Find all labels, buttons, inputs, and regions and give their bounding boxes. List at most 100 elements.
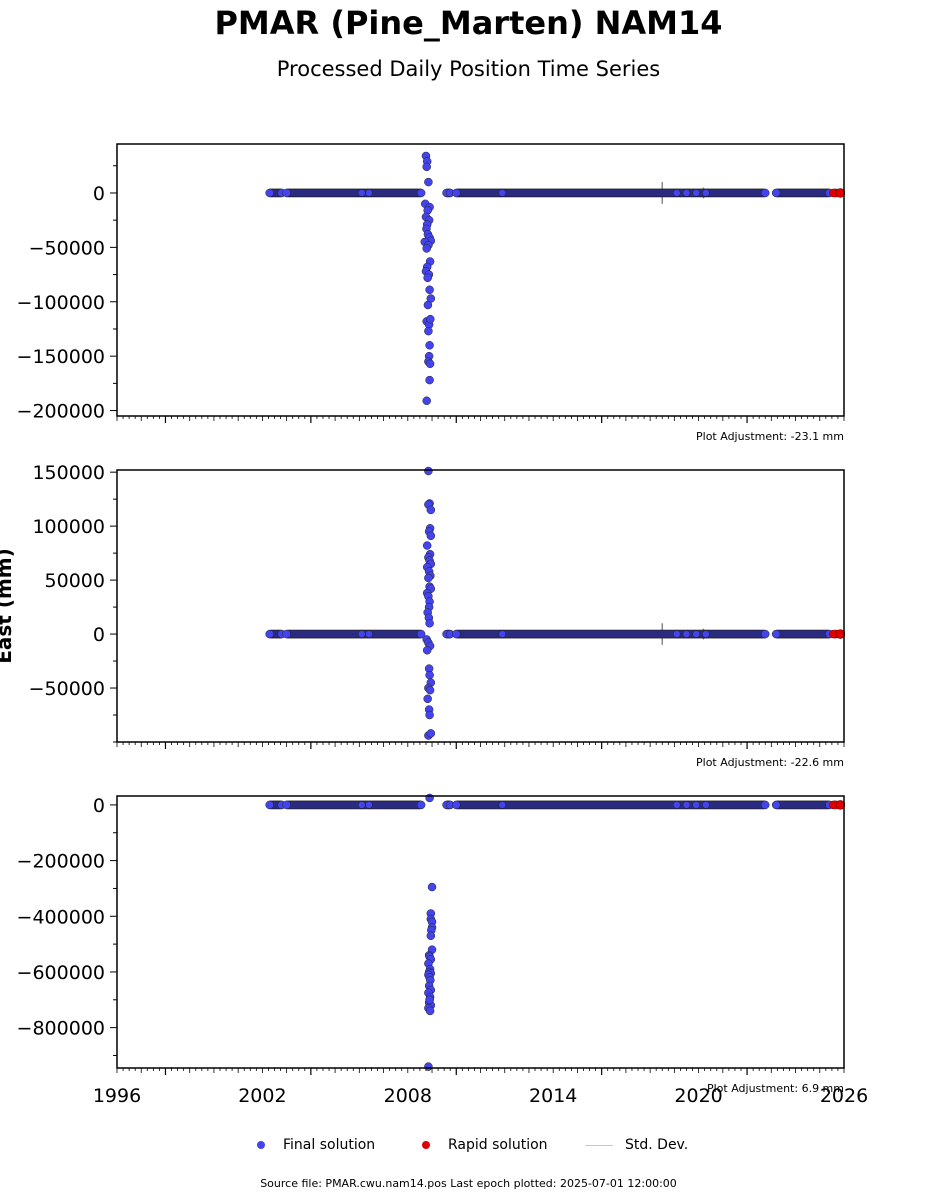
final-solution-point — [498, 630, 507, 638]
std-dev-line-icon — [585, 1144, 613, 1146]
final-solution-point — [426, 505, 436, 515]
y-tick-label: −50000 — [29, 237, 105, 259]
final-solution-point — [365, 630, 373, 638]
y-axis-label: East (mm) — [0, 548, 16, 664]
rapid-solution-point — [835, 800, 846, 810]
final-solution-point — [760, 629, 770, 639]
final-solution-point — [771, 800, 781, 810]
final-solution-point — [682, 630, 691, 638]
y-tick-label: 150000 — [32, 462, 105, 484]
x-tick-label: 2002 — [238, 1085, 286, 1107]
final-solution-point — [692, 801, 700, 809]
y-tick-label: 100000 — [32, 516, 105, 538]
final-solution-point — [771, 629, 781, 639]
y-tick-label: −50000 — [29, 678, 105, 700]
panel-north: 0 −50000 −100000 −150000 −200000 Plot Adjustm… — [17, 143, 846, 443]
final-solution-point — [682, 801, 691, 809]
final-solution-point — [422, 244, 431, 253]
y-tick-label: 50000 — [45, 570, 105, 592]
final-solution-point — [425, 710, 434, 720]
final-solution-point — [702, 189, 710, 197]
final-solution-point — [425, 685, 435, 695]
final-solution-band — [283, 800, 425, 810]
rapid-solution-point — [835, 629, 846, 639]
y-tick-label: 0 — [93, 624, 105, 646]
final-solution-point — [365, 189, 373, 197]
final-solution-point — [673, 801, 681, 809]
final-solution-point — [422, 541, 432, 550]
y-tick-label: −200000 — [17, 851, 105, 873]
final-solution-band — [772, 800, 833, 810]
final-solution-point — [282, 188, 291, 198]
panel-east: 150000 100000 50000 0 −50000 Plot Adjustment:… — [0, 462, 846, 769]
x-tick-label: 2026 — [820, 1085, 868, 1107]
legend-std-dev: Std. Dev. — [585, 1137, 688, 1153]
final-solution-point — [265, 629, 274, 639]
y-tick-label: −200000 — [17, 401, 105, 423]
final-solution-point — [673, 189, 681, 197]
final-solution-point — [416, 188, 426, 198]
final-solution-point — [425, 670, 434, 680]
legend-rapid-label: Rapid solution — [448, 1137, 548, 1153]
final-solution-point — [425, 1006, 435, 1016]
final-solution-point — [673, 630, 681, 638]
final-solution-point — [426, 531, 436, 541]
x-tick-label: 2014 — [529, 1085, 577, 1107]
final-solution-point — [682, 189, 691, 197]
final-solution-point — [416, 629, 426, 639]
panel-frame — [116, 795, 845, 1069]
final-solution-point — [358, 630, 366, 638]
final-solution-band — [772, 629, 833, 639]
final-solution-point — [423, 694, 432, 704]
final-solution-point — [425, 995, 434, 1005]
plot-adjustment-label: Plot Adjustment: -22.6 mm — [696, 756, 844, 769]
final-solution-point — [424, 326, 433, 336]
y-tick-label: −600000 — [17, 962, 105, 984]
final-solution-point — [692, 630, 700, 638]
chart-title: PMAR (Pine_Marten) NAM14 — [214, 4, 723, 42]
final-solution-point — [425, 285, 434, 295]
y-tick-label: −400000 — [17, 906, 105, 928]
final-solution-point — [425, 793, 434, 803]
final-solution-point — [702, 630, 710, 638]
final-solution-point — [425, 341, 434, 350]
final-solution-point — [425, 375, 434, 385]
final-solution-point — [760, 188, 770, 198]
y-tick-label: −800000 — [17, 1018, 105, 1040]
final-solution-point — [426, 729, 436, 738]
final-solution-point — [282, 800, 291, 810]
panel-frame — [116, 143, 845, 417]
final-solution-point — [425, 359, 435, 369]
final-solution-point — [424, 466, 433, 476]
legend-final-solution: Final solution — [257, 1137, 375, 1153]
final-solution-point — [498, 801, 507, 809]
final-solution-point — [423, 273, 432, 283]
final-solution-point — [498, 189, 507, 197]
final-solution-band — [772, 188, 833, 198]
y-tick-label: −100000 — [17, 292, 105, 314]
final-solution-point — [427, 882, 437, 892]
final-solution-point — [452, 629, 461, 639]
final-solution-point — [425, 619, 434, 628]
legend-rapid-solution: Rapid solution — [422, 1137, 548, 1153]
y-tick-label: 0 — [93, 183, 105, 205]
final-solution-band — [283, 629, 425, 639]
panel-frame — [116, 469, 845, 743]
final-solution-point — [422, 646, 432, 655]
final-solution-point — [424, 573, 433, 583]
rapid-solution-point — [835, 188, 846, 198]
y-tick-label: 0 — [93, 795, 105, 817]
final-solution-point — [282, 629, 291, 639]
legend-std-label: Std. Dev. — [625, 1137, 689, 1153]
final-solution-point — [426, 931, 436, 941]
final-solution-point — [426, 314, 435, 324]
x-tick-label: 2008 — [384, 1085, 432, 1107]
final-solution-band — [283, 188, 425, 198]
y-tick-label: −150000 — [17, 346, 105, 368]
final-solution-point — [422, 396, 431, 406]
legend-final-label: Final solution — [283, 1137, 376, 1153]
rapid-solution-marker-icon — [422, 1141, 430, 1149]
final-solution-point — [422, 162, 431, 172]
final-solution-point — [365, 801, 373, 809]
